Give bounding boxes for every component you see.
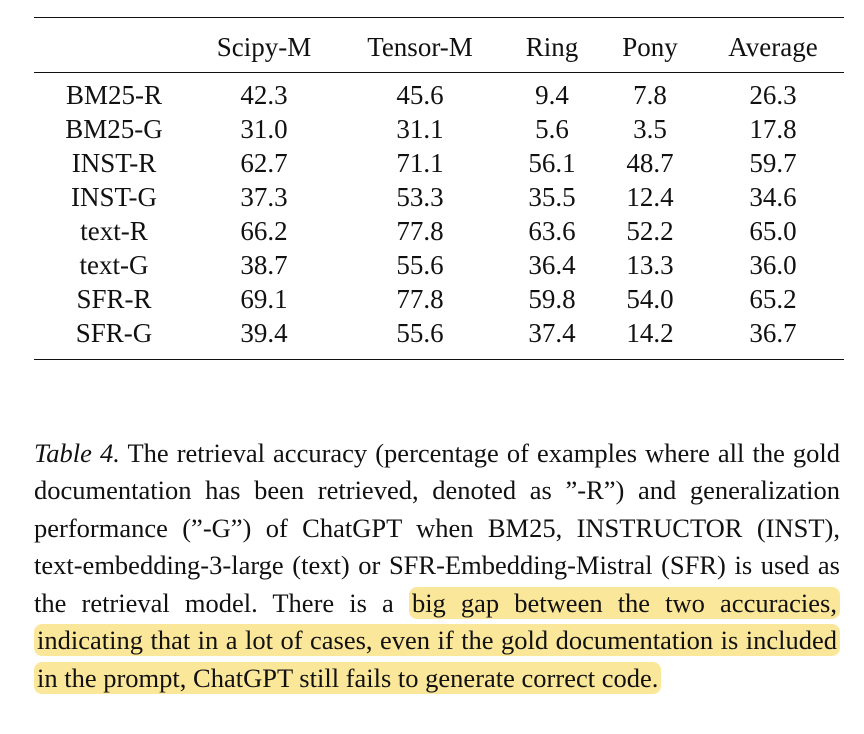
table-cell: 56.1: [528, 148, 576, 178]
table-cell: 36.7: [702, 316, 844, 360]
results-table-container: Scipy-M Tensor-M Ring Pony Average BM25-…: [34, 17, 844, 360]
table-cell: 17.8: [749, 114, 797, 144]
table-cell: 59.7: [749, 148, 797, 178]
table-row: INST-R 62.7 71.1 56.1 48.7 59.7: [34, 146, 844, 180]
table-cell: 59.8: [528, 284, 576, 314]
table-cell: 31.0: [240, 114, 288, 144]
table-cell: 55.6: [334, 316, 506, 360]
table-cell: 69.1: [240, 284, 288, 314]
results-table: Scipy-M Tensor-M Ring Pony Average BM25-…: [34, 17, 844, 360]
table-cell: 36.0: [749, 250, 797, 280]
row-label: SFR-G: [34, 316, 194, 360]
table-caption: Table 4. The retrieval accuracy (percent…: [34, 435, 840, 698]
table-cell: 26.3: [702, 72, 844, 112]
header-cell-average: Average: [702, 17, 844, 73]
row-label: text-R: [80, 216, 148, 246]
table-cell: 53.3: [396, 182, 444, 212]
table-cell: 9.4: [506, 72, 598, 112]
table-cell: 54.0: [626, 284, 674, 314]
table-row: SFR-R 69.1 77.8 59.8 54.0 65.2: [34, 282, 844, 316]
table-cell: 35.5: [528, 182, 576, 212]
table-cell: 42.3: [194, 72, 334, 112]
header-cell-ring: Ring: [506, 17, 598, 73]
table-row: BM25-R 42.3 45.6 9.4 7.8 26.3: [34, 72, 844, 112]
table-row: INST-G 37.3 53.3 35.5 12.4 34.6: [34, 180, 844, 214]
table-cell: 65.0: [749, 216, 797, 246]
table-cell: 55.6: [396, 250, 444, 280]
row-label: text-G: [79, 250, 149, 280]
table-row: text-G 38.7 55.6 36.4 13.3 36.0: [34, 248, 844, 282]
table-cell: 63.6: [528, 216, 576, 246]
table-cell: 66.2: [240, 216, 288, 246]
table-cell: 77.8: [396, 284, 444, 314]
row-label: INST-R: [71, 148, 157, 178]
table-cell: 45.6: [334, 72, 506, 112]
table-cell: 12.4: [626, 182, 674, 212]
table-cell: 65.2: [749, 284, 797, 314]
header-cell-scipy-m: Scipy-M: [194, 17, 334, 73]
row-label: SFR-R: [76, 284, 152, 314]
table-cell: 37.3: [240, 182, 288, 212]
table-cell: 77.8: [396, 216, 444, 246]
row-label: BM25-R: [34, 72, 194, 112]
table-row: text-R 66.2 77.8 63.6 52.2 65.0: [34, 214, 844, 248]
table-header-row: Scipy-M Tensor-M Ring Pony Average: [34, 17, 844, 73]
row-label: BM25-G: [65, 114, 163, 144]
table-cell: 48.7: [626, 148, 674, 178]
table-cell: 5.6: [535, 114, 569, 144]
table-cell: 52.2: [626, 216, 674, 246]
row-label: INST-G: [70, 182, 157, 212]
table-cell: 71.1: [396, 148, 444, 178]
table-cell: 31.1: [396, 114, 444, 144]
caption-label: Table 4.: [34, 437, 120, 468]
caption-text: The retrieval accuracy (percentage of ex…: [34, 437, 841, 618]
header-cell-corner: [34, 17, 194, 73]
table-cell: 37.4: [506, 316, 598, 360]
table-cell: 7.8: [598, 72, 702, 112]
table-cell: 62.7: [240, 148, 288, 178]
table-cell: 3.5: [633, 114, 667, 144]
table-row: SFR-G 39.4 55.6 37.4 14.2 36.7: [34, 316, 844, 360]
caption-highlight: big gap between the two accuracies, indi…: [34, 586, 840, 695]
header-cell-tensor-m: Tensor-M: [334, 17, 506, 73]
header-cell-pony: Pony: [598, 17, 702, 73]
table-cell: 13.3: [626, 250, 674, 280]
table-cell: 14.2: [598, 316, 702, 360]
table-cell: 34.6: [749, 182, 797, 212]
table-cell: 36.4: [528, 250, 576, 280]
table-cell: 38.7: [240, 250, 288, 280]
table-cell: 39.4: [194, 316, 334, 360]
table-row: BM25-G 31.0 31.1 5.6 3.5 17.8: [34, 112, 844, 146]
